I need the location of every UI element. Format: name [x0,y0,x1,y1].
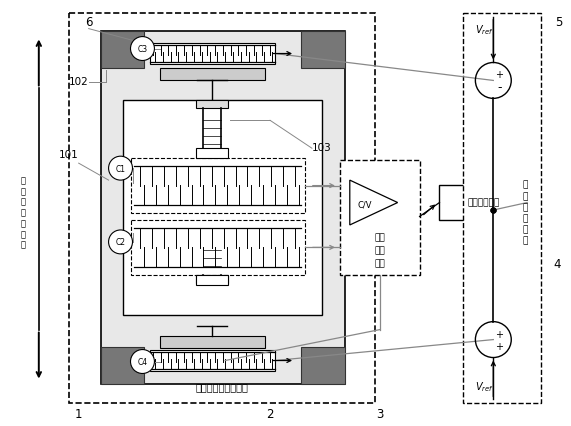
Bar [340,160,420,275]
Text: $V_{ref}$: $V_{ref}$ [476,380,494,394]
Text: C1: C1 [115,164,126,174]
Bar [123,101,322,315]
Bar [196,101,228,108]
Bar [100,31,144,69]
Text: C2: C2 [115,239,126,248]
Bar [464,13,541,403]
Text: -: - [497,81,501,94]
Text: 102: 102 [69,78,89,87]
Bar [301,347,345,384]
Text: 1: 1 [75,408,82,421]
Text: 电路: 电路 [375,259,385,268]
Bar [440,185,527,220]
Bar [131,158,305,213]
Bar [160,336,265,348]
Text: 信
号
耦
合
电
路: 信 号 耦 合 电 路 [522,181,528,245]
Text: 6: 6 [85,16,93,29]
Text: 硅微谐振式加速度计: 硅微谐振式加速度计 [195,383,248,392]
Text: +: + [495,70,503,81]
Bar [196,275,228,285]
Circle shape [108,156,132,180]
Circle shape [108,230,132,254]
Bar [100,347,144,384]
Bar [150,43,275,64]
Text: $V_{ref}$: $V_{ref}$ [476,24,494,37]
Text: C3: C3 [138,45,147,54]
Circle shape [131,37,154,60]
Bar [196,275,228,283]
Text: 4: 4 [553,258,561,271]
Text: 前端: 前端 [375,233,385,242]
Text: 103: 103 [312,143,332,153]
Text: 3: 3 [376,408,383,421]
Text: +: + [495,342,503,351]
Circle shape [131,350,154,374]
Bar [150,350,275,371]
Bar [69,13,375,403]
Text: 101: 101 [59,150,79,160]
Bar [301,31,345,69]
Bar [100,31,345,384]
Bar [160,69,265,81]
Text: 5: 5 [556,16,563,29]
Text: C/V: C/V [358,200,372,209]
Text: 加
速
度
敏
感
方
向: 加 速 度 敏 感 方 向 [21,176,25,250]
Bar [131,220,305,275]
Text: 2: 2 [266,408,274,421]
Bar [196,148,228,158]
Text: 阻尼控制电路: 阻尼控制电路 [467,198,500,207]
Text: +: + [495,330,503,340]
Text: 读取: 读取 [375,246,385,255]
Text: C4: C4 [138,358,147,367]
